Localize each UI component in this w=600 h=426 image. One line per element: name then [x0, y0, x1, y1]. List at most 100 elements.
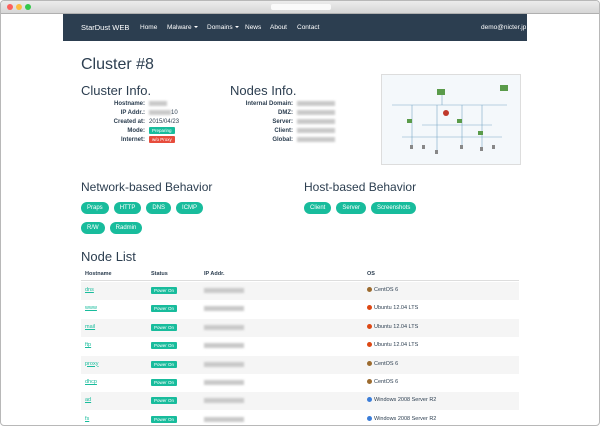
info-label: Mode: — [127, 128, 145, 134]
info-value — [297, 128, 335, 134]
status-badge: Power On — [151, 415, 178, 423]
behavior-button[interactable]: R/W — [81, 222, 105, 234]
info-value: 2015/04/23 — [149, 119, 179, 125]
hostname-link[interactable]: ad — [85, 397, 92, 404]
os-cell: CentOS 6 — [367, 379, 398, 385]
address-bar[interactable] — [271, 4, 331, 10]
os-name: CentOS 6 — [374, 287, 399, 293]
os-name: CentOS 6 — [374, 379, 399, 385]
hostname-link[interactable]: fs — [85, 415, 90, 422]
section-title: Network-based Behavior — [81, 180, 213, 194]
blurred-text — [149, 110, 171, 115]
info-label: Internet: — [121, 137, 145, 143]
close-button[interactable] — [7, 4, 13, 10]
info-text: 10 — [171, 110, 178, 117]
os-name: Ubuntu 12.04 LTS — [374, 305, 419, 312]
behavior-button[interactable]: Client — [304, 202, 332, 214]
network-diagram — [381, 74, 521, 165]
status-badge: Power On — [151, 379, 178, 386]
blurred-ip — [204, 398, 244, 404]
hostname-link[interactable]: dns — [85, 287, 94, 293]
info-value — [297, 119, 335, 125]
os-cell: Windows 2008 Server R2 — [367, 397, 436, 403]
info-value — [149, 101, 167, 107]
os-cell: Ubuntu 12.04 LTS — [367, 342, 418, 348]
behavior-button[interactable]: Praps — [81, 202, 109, 214]
blurred-text — [297, 101, 335, 106]
status-badge: w/o Proxy — [149, 136, 175, 143]
os-icon — [367, 323, 372, 329]
blurred-text — [297, 128, 335, 133]
os-icon — [367, 287, 372, 293]
nav-link[interactable]: Malware — [167, 24, 198, 31]
info-value — [297, 101, 335, 107]
nav-link[interactable]: Domains — [207, 24, 239, 31]
blurred-text — [149, 101, 167, 106]
behavior-button[interactable]: ICMP — [176, 202, 204, 214]
os-cell: Ubuntu 12.04 LTS — [367, 324, 418, 330]
behavior-button[interactable]: Server — [336, 202, 367, 214]
header-rule — [81, 280, 519, 281]
os-name: Ubuntu 12.04 LTS — [374, 323, 419, 330]
info-label: Client: — [274, 128, 293, 134]
minimize-button[interactable] — [16, 4, 22, 10]
diagram-drawing — [392, 85, 508, 154]
blurred-ip — [204, 306, 244, 312]
hostname-link[interactable]: www — [85, 305, 97, 312]
os-icon — [367, 360, 372, 366]
blurred-text — [297, 137, 335, 142]
user-menu[interactable]: demo@nicter.jp — [481, 24, 532, 31]
blurred-ip — [204, 324, 244, 330]
nav-link[interactable]: Contact — [297, 24, 320, 31]
row-stripe — [81, 392, 519, 411]
behavior-button[interactable]: HTTP — [113, 202, 142, 214]
os-cell: CentOS 6 — [367, 361, 398, 367]
column-header: Status — [151, 271, 168, 277]
nav-link[interactable]: News — [245, 24, 262, 31]
status-badge: Power On — [151, 323, 178, 331]
blurred-ip — [204, 361, 244, 367]
info-label: IP Addr.: — [120, 110, 145, 116]
status-badge: Power On — [151, 305, 178, 313]
section-title: Nodes Info. — [230, 83, 297, 98]
os-cell: Windows 2008 Server R2 — [367, 416, 436, 422]
blurred-text — [297, 110, 335, 115]
info-value — [297, 110, 335, 116]
info-text: 2015/04/23 — [149, 119, 180, 125]
hostname-link[interactable]: proxy — [85, 360, 99, 367]
status-badge: Power On — [151, 287, 178, 294]
column-header: OS — [367, 271, 375, 277]
column-header: IP Addr. — [204, 271, 225, 277]
hostname-link[interactable]: ftp — [85, 342, 92, 349]
row-stripe — [81, 355, 519, 374]
zoom-button[interactable] — [25, 4, 31, 10]
blurred-ip — [204, 343, 244, 349]
os-name: Windows 2008 Server R2 — [374, 415, 437, 422]
os-cell: CentOS 6 — [367, 287, 398, 293]
blurred-ip — [204, 288, 244, 293]
section-title: Host-based Behavior — [304, 180, 417, 194]
os-name: Ubuntu 12.04 LTS — [374, 342, 419, 349]
status-badge: Preparing — [149, 127, 175, 134]
os-icon — [367, 305, 372, 311]
hostname-link[interactable]: mail — [85, 323, 96, 330]
info-value: Preparing — [149, 127, 175, 134]
info-value: w/o Proxy — [149, 136, 175, 143]
navbar: StarDust WEB Home Malware Domains News About C… — [63, 14, 527, 41]
os-name: Windows 2008 Server R2 — [374, 397, 437, 404]
hostname-link[interactable]: dhcp — [85, 379, 97, 385]
column-header: Hostname — [85, 271, 112, 277]
nav-link[interactable]: About — [270, 24, 287, 31]
os-cell: Ubuntu 12.04 LTS — [367, 305, 418, 311]
behavior-button[interactable]: Screenshots — [371, 202, 417, 214]
info-label: DMZ: — [278, 110, 293, 116]
blurred-text — [297, 119, 335, 124]
nav-link[interactable]: Home — [140, 24, 158, 31]
info-value: 10 — [149, 110, 178, 116]
behavior-button[interactable]: Radmin — [109, 222, 143, 234]
behavior-button[interactable]: DNS — [146, 202, 172, 214]
brand[interactable]: StarDust WEB — [81, 23, 130, 32]
status-badge: Power On — [151, 342, 178, 350]
